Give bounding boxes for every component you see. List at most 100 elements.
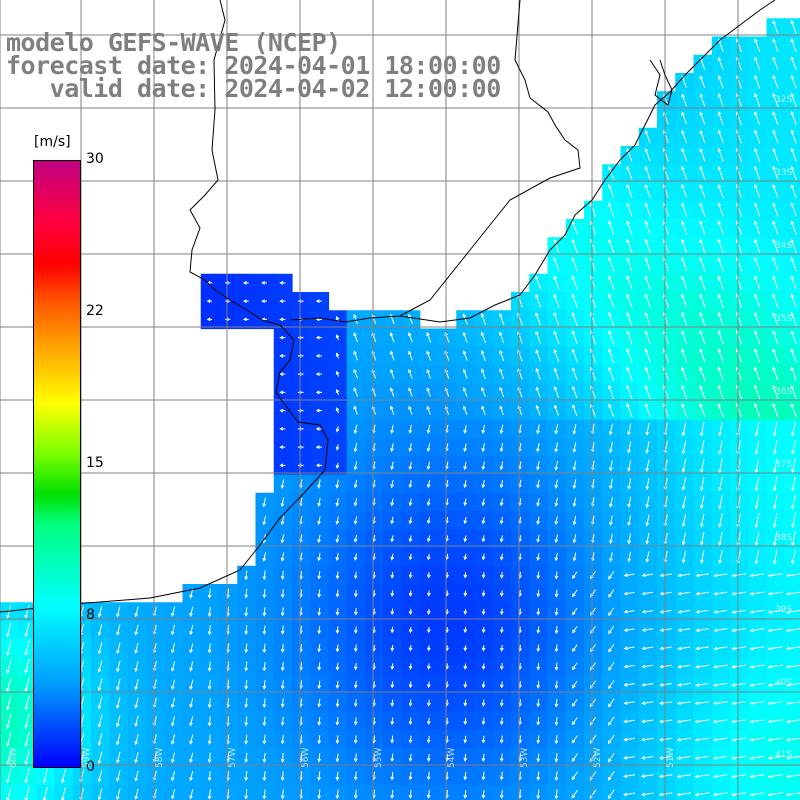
wind-arrow: [408, 535, 413, 543]
wind-arrow: [426, 753, 431, 762]
wind-arrow: [713, 573, 728, 578]
wind-arrow: [170, 643, 176, 654]
wind-arrow: [481, 386, 486, 397]
wind-arrow: [717, 348, 724, 363]
wind-arrow: [408, 480, 413, 489]
wind-arrow: [390, 771, 395, 781]
wind-arrow: [553, 293, 560, 308]
wind-arrow: [609, 515, 613, 526]
wind-arrow: [790, 111, 797, 126]
wind-arrow: [390, 608, 395, 616]
wind-arrow: [718, 476, 723, 492]
wind-arrow: [536, 571, 541, 580]
wind-arrow: [390, 681, 395, 689]
wind-arrow: [481, 480, 486, 489]
wind-arrow: [244, 661, 249, 672]
wind-arrow: [681, 403, 688, 418]
wind-arrow: [608, 716, 615, 726]
wind-arrow: [754, 549, 760, 565]
wind-arrow: [134, 606, 139, 618]
wind-arrow: [681, 330, 688, 345]
wind-arrow: [623, 628, 635, 632]
wind-arrow: [790, 184, 797, 199]
wind-arrow: [790, 92, 797, 107]
wind-arrow: [24, 604, 30, 619]
wind-arrow: [6, 659, 12, 674]
wind-arrow: [280, 716, 285, 727]
wind-arrow: [463, 717, 468, 726]
wind-arrow: [408, 699, 413, 707]
wind-arrow: [499, 553, 504, 561]
wind-arrow: [626, 293, 633, 308]
wind-arrow: [676, 719, 691, 724]
wind-arrow: [785, 682, 800, 687]
wind-arrow: [623, 756, 636, 760]
wind-arrow: [681, 202, 688, 217]
wind-arrow: [713, 591, 728, 596]
wind-arrow: [717, 147, 724, 162]
wind-arrow: [42, 786, 48, 800]
wind-arrow: [481, 753, 486, 763]
wind-arrow: [681, 422, 687, 437]
wind-arrow: [718, 513, 723, 528]
wind-arrow: [772, 184, 779, 199]
wind-arrow: [426, 461, 431, 470]
wind-arrow: [553, 311, 560, 327]
wind-arrow: [572, 662, 578, 671]
wind-arrow: [681, 532, 687, 546]
wind-arrow: [134, 788, 139, 800]
wind-arrow: [280, 752, 285, 763]
wind-speed-cell: [675, 784, 695, 800]
wind-arrow: [6, 768, 12, 784]
wind-arrow: [427, 627, 431, 634]
wind-arrow: [6, 622, 12, 638]
wind-arrow: [207, 606, 212, 618]
wind-arrow: [335, 680, 340, 689]
wind-arrow: [754, 38, 761, 53]
wind-arrow: [462, 313, 468, 325]
wind-arrow: [694, 719, 710, 724]
wind-arrow: [767, 628, 783, 633]
wind-arrow: [767, 591, 783, 596]
wind-arrow: [427, 608, 431, 615]
wind-arrow: [353, 405, 358, 415]
wind-arrow: [535, 404, 541, 416]
wind-arrow: [116, 733, 121, 746]
wind-arrow: [24, 713, 30, 729]
wind-arrow: [499, 753, 504, 763]
wind-arrow: [659, 591, 672, 596]
wind-arrow: [262, 643, 267, 654]
wind-arrow: [713, 609, 728, 614]
wind-arrow: [554, 460, 559, 471]
wind-arrow: [767, 737, 783, 742]
wind-arrow: [481, 699, 486, 707]
wind-arrow: [353, 571, 358, 580]
wind-arrow: [554, 534, 559, 544]
wind-arrow: [353, 608, 358, 616]
wind-arrow: [767, 792, 783, 797]
wind-arrow: [695, 628, 709, 633]
wind-arrow: [645, 514, 650, 527]
wind-arrow: [626, 275, 633, 290]
wind-arrow: [754, 403, 761, 418]
colorbar-unit: [m/s]: [34, 134, 71, 150]
wind-arrow: [772, 56, 779, 71]
wind-arrow: [6, 750, 12, 766]
wind-arrow: [754, 74, 761, 89]
wind-arrow: [623, 609, 635, 614]
wind-arrow: [772, 366, 779, 381]
wind-arrow: [317, 771, 322, 781]
wind-arrow: [772, 202, 779, 217]
wind-arrow: [499, 699, 504, 707]
wind-arrow: [499, 717, 504, 726]
wind-arrow: [627, 533, 632, 545]
wind-arrow: [426, 350, 431, 361]
wind-arrow: [189, 716, 194, 727]
wind-arrow: [554, 571, 559, 580]
wind-arrow: [408, 516, 413, 525]
wind-arrow: [261, 299, 267, 304]
wind-arrow: [408, 681, 413, 689]
wind-arrow: [772, 330, 779, 345]
wind-arrow: [317, 644, 322, 653]
wind-arrow: [699, 422, 705, 437]
